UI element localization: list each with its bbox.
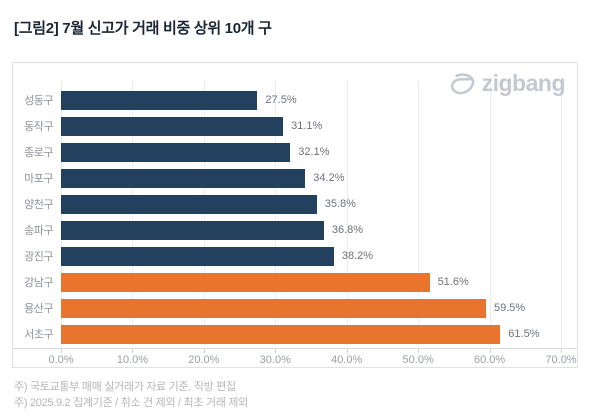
tickmarks — [61, 348, 562, 353]
bar-row: 종로구 32.1% — [13, 139, 577, 165]
gridline — [275, 81, 277, 346]
tickmark — [203, 348, 205, 353]
bar-track: 36.8% — [61, 220, 561, 240]
bar — [61, 168, 306, 188]
value-label: 32.1% — [298, 146, 330, 158]
category-label: 성동구 — [24, 95, 53, 107]
tickmark — [61, 348, 62, 353]
x-axis-line — [13, 348, 577, 349]
tickmark — [275, 348, 277, 353]
bar-track: 27.5% — [61, 90, 561, 110]
category-label: 양천구 — [24, 199, 53, 211]
gridline — [132, 81, 134, 346]
value-label: 36.8% — [331, 224, 364, 236]
x-tick-label: 10.0% — [116, 354, 149, 366]
bar-row: 양천구 35.8% — [13, 191, 577, 217]
category-label: 서초구 — [24, 329, 53, 341]
bar — [61, 116, 284, 136]
bar — [61, 298, 486, 318]
footnote-line: 주) 국토교통부 매매 실거래가 자료 기준, 직방 편집 — [14, 381, 236, 393]
footnote-line: 주) 2025.9.2 집계기준 / 취소 건 제외 / 최초 거래 제외 — [14, 397, 248, 409]
bar — [61, 272, 430, 292]
x-tick-label: 50.0% — [402, 354, 434, 366]
gridline — [489, 81, 491, 346]
bar-row: 강남구 51.6% — [13, 269, 577, 295]
bar-track: 38.2% — [61, 246, 561, 266]
bar — [61, 220, 324, 240]
value-label: 27.5% — [265, 94, 297, 106]
value-label: 34.2% — [313, 172, 345, 184]
tickmark — [489, 348, 491, 353]
bar — [61, 142, 291, 162]
x-tick-label: 30.0% — [259, 354, 291, 366]
bar — [61, 324, 501, 344]
bar-chart: 0.0% 10.0% 20.0% 30.0% 40.0% 50.0% 60.0% 70.0% … — [13, 63, 577, 367]
bar-rows: 성동구 27.5% 동작구 31.1% 종로구 32.1% 마포구 34.2% 양천구 35.8%… — [13, 87, 577, 347]
bar-row: 성동구 27.5% — [13, 87, 577, 113]
bar-row: 동작구 31.1% — [13, 113, 577, 139]
zigbang-logo: zigbang — [449, 70, 566, 97]
category-label: 마포구 — [24, 173, 53, 185]
gridline — [203, 81, 205, 346]
value-label: 51.6% — [437, 276, 469, 288]
tickmark — [418, 348, 420, 353]
bar — [61, 246, 334, 266]
value-label: 61.5% — [508, 328, 540, 340]
bar-row: 광진구 38.2% — [13, 243, 577, 269]
tickmark — [346, 348, 348, 353]
bar-track: 32.1% — [61, 142, 561, 162]
value-label: 38.2% — [341, 250, 374, 262]
value-label: 35.8% — [324, 198, 356, 210]
zigbang-logo-icon — [449, 72, 476, 96]
bar-row: 서초구 61.5% — [13, 321, 577, 347]
x-tick-label: 20.0% — [188, 354, 220, 366]
bar — [61, 90, 258, 110]
value-label: 31.1% — [291, 120, 323, 132]
zigbang-logo-text: zigbang — [481, 70, 566, 96]
tickmark — [132, 348, 134, 353]
bar-track: 35.8% — [61, 194, 561, 214]
value-label: 59.5% — [494, 302, 526, 314]
category-label: 종로구 — [24, 147, 53, 159]
gridline — [346, 81, 348, 346]
gridline — [418, 81, 420, 346]
x-tick-label: 60.0% — [473, 354, 506, 366]
bar-track: 34.2% — [61, 168, 561, 188]
x-tick-label: 40.0% — [331, 354, 363, 366]
bar-row: 마포구 34.2% — [13, 165, 577, 191]
bar-row: 용산구 59.5% — [13, 295, 577, 321]
tickmark — [561, 348, 562, 353]
category-label: 용산구 — [24, 303, 53, 315]
bar-track: 31.1% — [61, 116, 561, 136]
category-label: 송파구 — [24, 225, 53, 237]
bar-track: 59.5% — [61, 298, 561, 318]
gridlines — [61, 81, 562, 346]
x-tick-label: 0.0% — [48, 354, 74, 366]
category-label: 광진구 — [24, 251, 53, 263]
bar-track: 51.6% — [61, 272, 561, 292]
bar — [61, 194, 317, 214]
gridline — [561, 81, 562, 346]
gridline — [61, 81, 62, 346]
x-axis-labels: 0.0% 10.0% 20.0% 30.0% 40.0% 50.0% 60.0% 70.0% — [48, 354, 576, 368]
figure-title: [그림2] 7월 신고가 거래 비중 상위 10개 구 — [14, 20, 272, 37]
bar-track: 61.5% — [61, 324, 561, 344]
category-label: 동작구 — [24, 121, 53, 133]
category-label: 강남구 — [24, 277, 53, 289]
x-tick-label: 70.0% — [545, 354, 577, 366]
bar-row: 송파구 36.8% — [13, 217, 577, 243]
chart-panel: 0.0% 10.0% 20.0% 30.0% 40.0% 50.0% 60.0% 70.0% … — [12, 62, 578, 368]
footnotes: 주) 국토교통부 매매 실거래가 자료 기준, 직방 편집 주) 2025.9.… — [14, 379, 248, 411]
